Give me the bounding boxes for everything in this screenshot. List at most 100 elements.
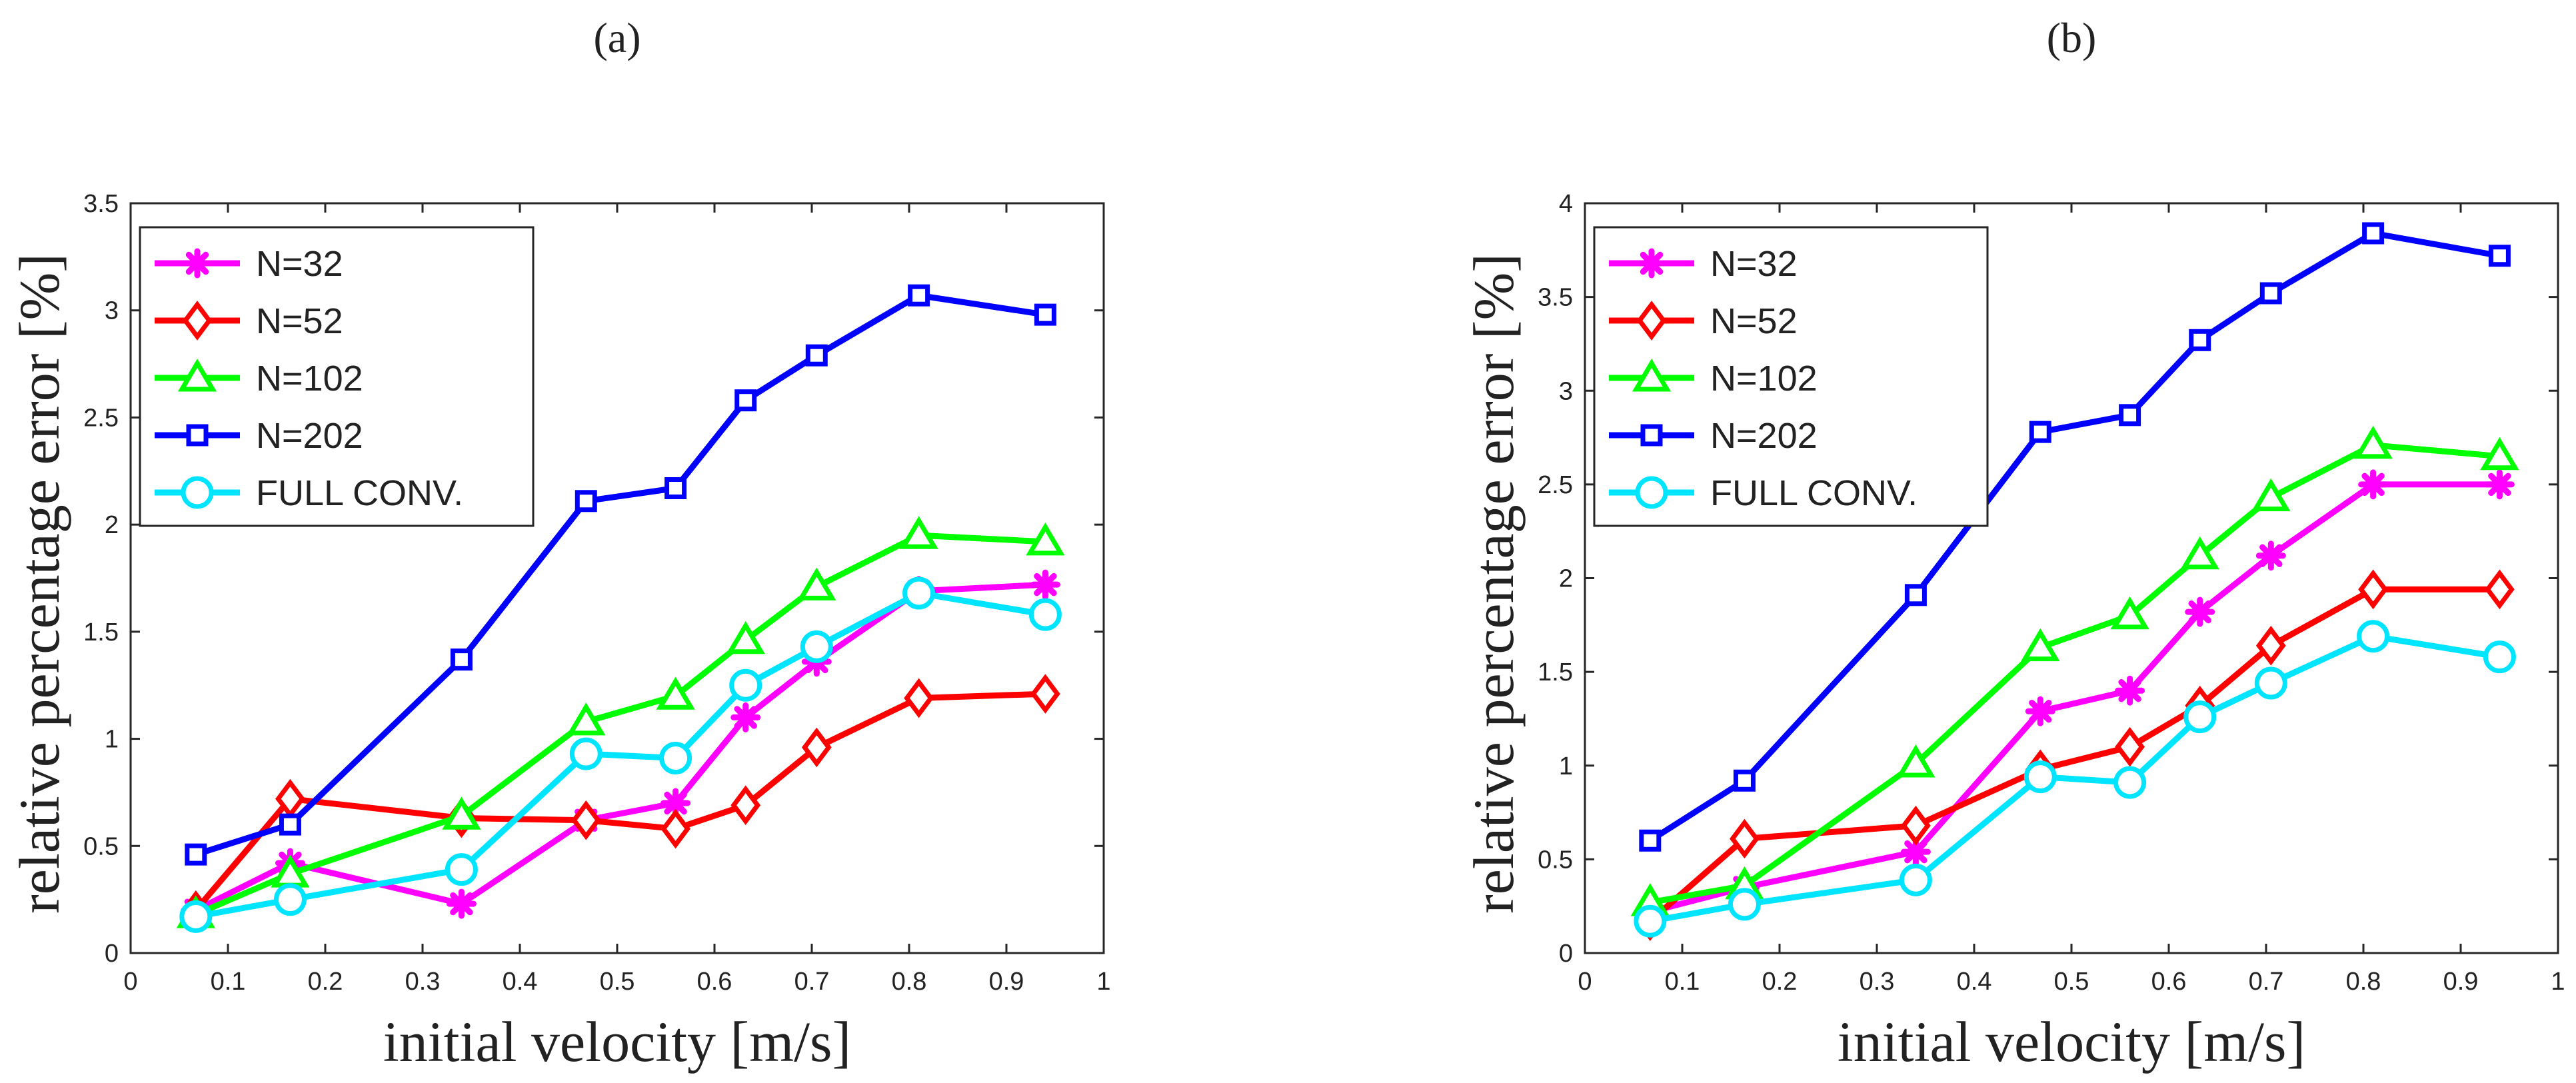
panel-b-legend-marker-n-202 — [1640, 424, 1663, 447]
panel-b-series-n-202 — [1639, 222, 2511, 852]
panel-a-point-n-32 — [446, 888, 477, 919]
panel-b-point-full-conv — [2023, 760, 2057, 794]
panel-a-point-n-52 — [571, 800, 601, 840]
panel-b-ytick-label: 2 — [1559, 565, 1573, 593]
panel-b-point-full-conv — [1728, 888, 1761, 921]
panel-b-line-n-32 — [1649, 481, 2500, 915]
panel-b-point-full-conv — [1899, 863, 1932, 896]
panel-a-legend-entry-n-102: N=102 — [155, 359, 363, 399]
panel-b-point-n-102 — [2251, 478, 2291, 512]
panel-a-legend-marker-n-202 — [186, 424, 209, 447]
panel-b-legend-label-full-conv: FULL CONV. — [1710, 473, 1918, 513]
panel-a-legend-entry-full-conv: FULL CONV. — [155, 473, 463, 513]
panel-a-legend-marker-full-conv — [181, 476, 214, 509]
panel-a-point-n-52 — [904, 678, 934, 718]
panel-a-xtick-label: 0.7 — [794, 968, 830, 996]
panel-a-ytick-label: 3 — [105, 297, 119, 325]
panel-b-ytick-label: 3 — [1559, 377, 1573, 405]
panel-b-point-n-32 — [2115, 675, 2145, 706]
panel-b-point-full-conv — [2483, 640, 2516, 674]
panel-a-point-n-202 — [664, 477, 687, 499]
panel-a-point-n-102 — [726, 620, 765, 654]
panel-b-point-n-202 — [1639, 829, 1662, 852]
panel-b-point-n-102 — [2480, 437, 2519, 471]
panel-a-point-full-conv — [800, 630, 833, 663]
panel-b-ytick-label: 0.5 — [1538, 846, 1573, 874]
panel-b-legend-marker-n-52 — [1636, 301, 1667, 341]
panel-b-xtick-label: 0.2 — [1762, 968, 1798, 996]
panel-b-point-full-conv — [1634, 904, 1667, 938]
panel-a-point-n-52 — [801, 727, 832, 768]
panel-a-point-n-102 — [656, 676, 695, 710]
panel-a-xtick-label: 0.1 — [211, 968, 246, 996]
panel-a-point-n-102 — [567, 702, 606, 736]
panel-b-point-n-102 — [2110, 596, 2149, 630]
panel-b: (b) 0 0.1 0.2 0.3 0.4 0.5 0.6 0.7 0.8 0.9 1 0 0.5 1 1.5… — [1462, 14, 2565, 1074]
panel-b-legend-entry-n-102: N=102 — [1609, 359, 1818, 399]
panel-b-xtick-label: 0.3 — [1860, 968, 1895, 996]
panel-b-ytick-label: 0 — [1559, 940, 1573, 968]
panel-b-legend-marker-n-102 — [1632, 359, 1672, 392]
panel-a-point-n-202 — [1034, 303, 1056, 326]
panel-a-xtick-label: 0.5 — [600, 968, 635, 996]
panel-b-xtick-label: 0.5 — [2054, 968, 2089, 996]
panel-a-xtick-label: 0.8 — [892, 968, 927, 996]
panel-a-xtick-label: 0.4 — [503, 968, 538, 996]
panel-a-xtick-label: 0.9 — [989, 968, 1024, 996]
panel-a-point-full-conv — [659, 742, 692, 774]
panel-a-point-full-conv — [273, 883, 307, 916]
panel-a-point-full-conv — [1028, 598, 1062, 631]
panel-a-point-n-102 — [899, 516, 938, 549]
panel-b-xtick-label: 0.6 — [2151, 968, 2187, 996]
panel-b-legend-label-n-202: N=202 — [1710, 416, 1818, 456]
panel-b-point-full-conv — [2183, 700, 2217, 734]
panel-a-series-full-conv — [179, 576, 1062, 933]
panel-a-legend-entry-n-202: N=202 — [155, 416, 363, 456]
panel-a-point-full-conv — [569, 737, 603, 770]
panel-a-legend-label-n-32: N=32 — [256, 244, 343, 284]
panel-b-point-n-202 — [2259, 282, 2282, 305]
panel-a-ytick-label: 1.5 — [83, 618, 119, 646]
panel-b-legend-marker-n-32 — [1636, 248, 1667, 279]
panel-b-ytick-label: 3.5 — [1538, 284, 1573, 312]
panel-b-series-n-32 — [1635, 469, 2515, 927]
panel-a-point-n-202 — [575, 490, 597, 513]
panel-a-point-n-32 — [660, 788, 691, 818]
panel-b-legend-label-n-32: N=32 — [1710, 244, 1798, 284]
panel-a-xtick-label: 0.3 — [405, 968, 441, 996]
panel-a-legend-label-n-202: N=202 — [256, 416, 363, 456]
panel-b-legend-label-n-102: N=102 — [1710, 359, 1818, 399]
panel-a-point-n-202 — [185, 843, 207, 866]
panel-a-ytick-label: 2.5 — [83, 404, 119, 432]
panel-b-point-n-32 — [2484, 469, 2515, 500]
panel-b-xtick-label: 0.8 — [2346, 968, 2381, 996]
panel-b-legend-entry-full-conv: FULL CONV. — [1609, 473, 1918, 513]
panel-a-xtick-label: 1 — [1096, 968, 1110, 996]
panel-a-point-n-32 — [1030, 569, 1060, 600]
panel-a-ytick-label: 0.5 — [83, 832, 119, 860]
panel-a-point-n-52 — [1030, 674, 1060, 714]
panel-a-point-n-202 — [908, 284, 930, 307]
panel-a-point-n-202 — [734, 389, 757, 412]
panel-a-legend: N=32 N=52 N=102 N=202 FULL CONV. — [139, 226, 535, 527]
panel-b-point-n-202 — [2119, 404, 2141, 427]
panel-b-point-n-202 — [2029, 421, 2051, 443]
panel-b-legend-marker-full-conv — [1635, 476, 1668, 509]
panel-a-point-n-52 — [660, 808, 690, 849]
panel-a-line-n-52 — [193, 690, 1046, 912]
panel-a-ytick-label: 2 — [105, 511, 119, 539]
panel-b-x-axis-title: initial velocity [m/s] — [1838, 1010, 2305, 1074]
panel-a-point-full-conv — [902, 576, 936, 610]
panel-b-label: (b) — [2047, 14, 2097, 61]
panel-b-point-n-202 — [2488, 245, 2511, 267]
panel-a-point-n-32 — [730, 702, 761, 732]
panel-a-series-n-202 — [185, 284, 1056, 866]
panel-b-point-n-32 — [2358, 469, 2389, 500]
panel-b-point-n-32 — [2185, 596, 2215, 627]
panel-b-point-n-52 — [2255, 625, 2286, 666]
panel-a-point-full-conv — [729, 668, 762, 702]
panel-b-y-axis-title: relative percentage error [%] — [1462, 253, 1526, 914]
panel-b-point-n-52 — [2115, 726, 2145, 767]
